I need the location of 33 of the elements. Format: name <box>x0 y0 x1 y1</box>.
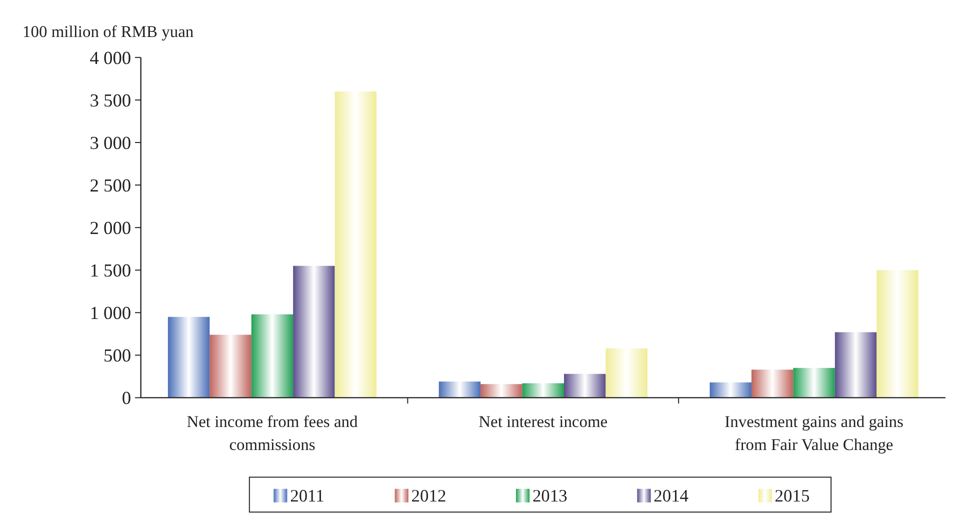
bar <box>606 348 648 398</box>
y-tick-label: 1 000 <box>90 303 132 324</box>
y-tick-label: 0 <box>122 388 132 408</box>
bar <box>522 383 564 398</box>
y-axis-title: 100 million of RMB yuan <box>22 22 194 42</box>
x-tick-label: Net income from fees and commissions <box>186 412 358 454</box>
bar <box>480 384 522 398</box>
bar <box>334 91 377 398</box>
y-tick-label: 4 000 <box>90 48 132 68</box>
bar <box>210 334 252 398</box>
bar <box>251 314 294 398</box>
legend-label: 2014 <box>654 485 689 506</box>
bar <box>834 332 877 398</box>
y-tick-label: 3 500 <box>90 90 132 110</box>
x-tick-label: Net interest income <box>478 412 608 431</box>
bar <box>168 316 210 398</box>
legend-label: 2013 <box>532 485 568 506</box>
bar <box>293 266 335 398</box>
bar <box>710 382 752 398</box>
legend-label: 2015 <box>774 485 810 506</box>
y-tick-label: 500 <box>104 346 132 366</box>
bar <box>751 370 794 398</box>
y-tick-label: 2 000 <box>90 218 132 238</box>
y-tick-label: 2 500 <box>90 175 132 196</box>
bar <box>793 368 835 398</box>
legend-label: 2012 <box>411 485 446 506</box>
bar <box>438 382 481 398</box>
bar <box>876 270 918 398</box>
y-tick-label: 3 000 <box>90 132 132 153</box>
bar <box>564 374 606 398</box>
legend-label: 2011 <box>290 485 324 506</box>
x-tick-label: Investment gains and gains from Fair Value Change <box>724 412 904 454</box>
y-tick-label: 1 500 <box>90 260 132 281</box>
